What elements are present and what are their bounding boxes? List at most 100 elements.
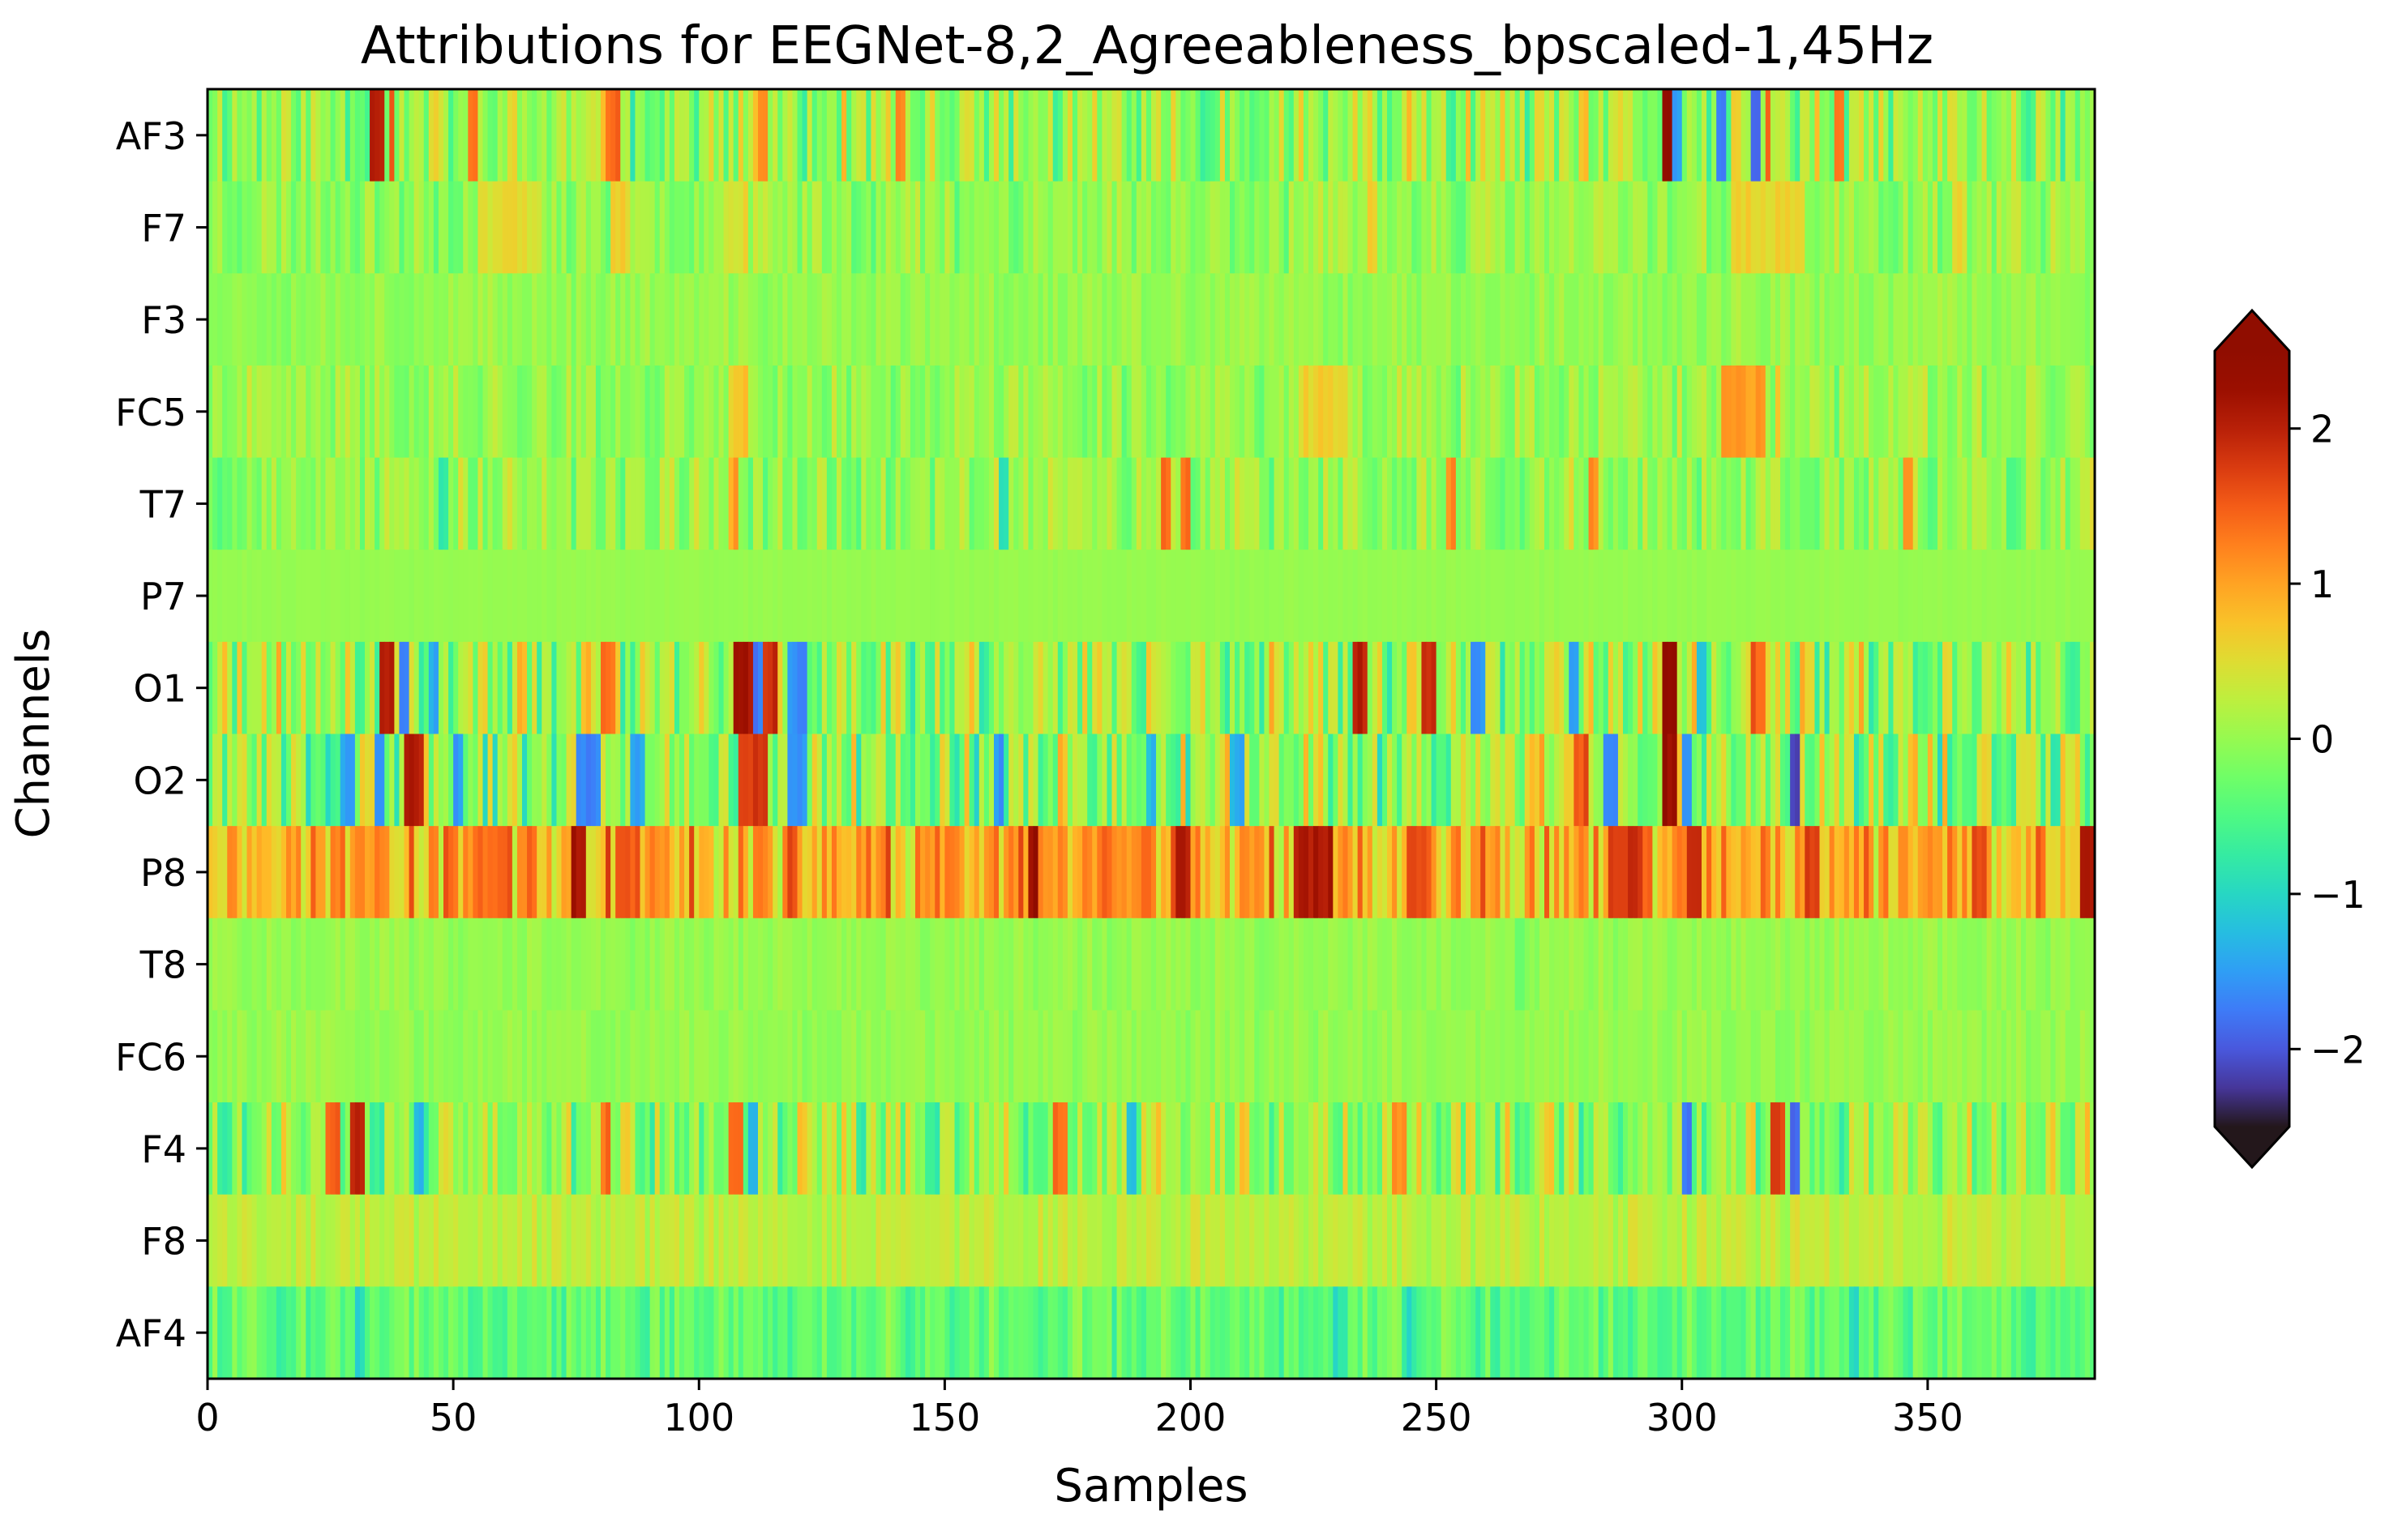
heatmap-cell — [1367, 1010, 1373, 1103]
heatmap-cell — [684, 641, 690, 735]
heatmap-cell — [370, 734, 375, 827]
heatmap-cell — [1377, 365, 1383, 459]
heatmap-cell — [1175, 734, 1181, 827]
heatmap-cell — [1790, 918, 1796, 1012]
heatmap-cell — [1200, 181, 1206, 274]
heatmap-cell — [1623, 365, 1629, 459]
heatmap-cell — [1357, 1194, 1364, 1287]
heatmap-cell — [1082, 181, 1088, 274]
heatmap-cell — [940, 641, 945, 735]
heatmap-cell — [920, 1194, 926, 1287]
heatmap-cell — [1667, 1010, 1673, 1103]
heatmap-cell — [920, 181, 926, 274]
heatmap-cell — [1770, 1102, 1776, 1196]
heatmap-cell — [1445, 918, 1452, 1012]
heatmap-cell — [1126, 1102, 1132, 1196]
heatmap-cell — [522, 826, 528, 919]
heatmap-cell — [679, 457, 685, 550]
heatmap-cell — [1047, 641, 1054, 735]
heatmap-cell — [2040, 734, 2046, 827]
heatmap-cell — [1937, 550, 1943, 643]
heatmap-cell — [1426, 181, 1432, 274]
heatmap-cell — [1043, 457, 1049, 550]
heatmap-cell — [1342, 918, 1349, 1012]
heatmap-cell — [1775, 918, 1781, 1012]
heatmap-cell — [2055, 457, 2062, 550]
heatmap-cell — [1878, 1102, 1884, 1196]
heatmap-cell — [1780, 89, 1786, 182]
heatmap-cell — [1082, 1010, 1088, 1103]
heatmap-cell — [1795, 365, 1800, 459]
heatmap-cell — [1706, 1194, 1712, 1287]
heatmap-cell — [1264, 273, 1270, 366]
heatmap-cell — [2055, 550, 2062, 643]
heatmap-cell — [1888, 1010, 1895, 1103]
heatmap-cell — [802, 365, 808, 459]
heatmap-cell — [1588, 641, 1595, 735]
heatmap-cell — [522, 1102, 528, 1196]
heatmap-cell — [477, 89, 484, 182]
heatmap-cell — [320, 826, 327, 919]
heatmap-cell — [1750, 1194, 1757, 1287]
heatmap-cell — [1716, 365, 1722, 459]
heatmap-cell — [585, 641, 592, 735]
heatmap-cell — [2050, 826, 2057, 919]
heatmap-cell — [379, 365, 385, 459]
heatmap-cell — [1357, 826, 1364, 919]
heatmap-cell — [723, 457, 730, 550]
heatmap-cell — [1996, 550, 2002, 643]
heatmap-cell — [556, 550, 563, 643]
heatmap-cell — [1824, 1102, 1830, 1196]
heatmap-cell — [718, 550, 725, 643]
heatmap-cell — [1853, 826, 1860, 919]
heatmap-cell — [1672, 365, 1678, 459]
heatmap-cell — [1780, 457, 1786, 550]
heatmap-cell — [1397, 365, 1402, 459]
heatmap-cell — [709, 550, 715, 643]
heatmap-cell — [276, 365, 282, 459]
heatmap-cell — [502, 1010, 508, 1103]
heatmap-cell — [1377, 550, 1383, 643]
heatmap-cell — [1038, 273, 1044, 366]
heatmap-cell — [1676, 1102, 1683, 1196]
heatmap-cell — [1151, 1010, 1157, 1103]
heatmap-cell — [601, 1194, 606, 1287]
heatmap-cell — [988, 826, 995, 919]
heatmap-cell — [1244, 273, 1250, 366]
heatmap-cell — [1549, 365, 1555, 459]
heatmap-cell — [1736, 365, 1742, 459]
heatmap-cell — [1397, 641, 1402, 735]
heatmap-cell — [370, 457, 375, 550]
heatmap-cell — [1230, 1102, 1235, 1196]
heatmap-cell — [1313, 457, 1319, 550]
heatmap-cell — [635, 826, 641, 919]
heatmap-cell — [709, 1102, 715, 1196]
heatmap-cell — [477, 1194, 484, 1287]
heatmap-cell — [325, 89, 332, 182]
heatmap-cell — [1136, 457, 1142, 550]
heatmap-cell — [1254, 273, 1260, 366]
heatmap-cell — [949, 365, 956, 459]
heatmap-cell — [1067, 918, 1073, 1012]
heatmap-cell — [394, 365, 400, 459]
heatmap-cell — [944, 641, 951, 735]
heatmap-cell — [738, 181, 744, 274]
heatmap-cell — [1853, 1102, 1860, 1196]
heatmap-cell — [2065, 1010, 2071, 1103]
heatmap-cell — [1907, 826, 1914, 919]
heatmap-cell — [1676, 641, 1683, 735]
heatmap-cell — [561, 181, 567, 274]
heatmap-cell — [413, 1102, 420, 1196]
heatmap-cell — [601, 826, 606, 919]
heatmap-cell — [1790, 457, 1796, 550]
heatmap-cell — [1259, 1010, 1265, 1103]
heatmap-cell — [1185, 1194, 1192, 1287]
heatmap-cell — [1691, 365, 1698, 459]
heatmap-cell — [1214, 826, 1221, 919]
heatmap-cell — [606, 1194, 611, 1287]
heatmap-cell — [428, 1102, 435, 1196]
heatmap-cell — [365, 734, 370, 827]
heatmap-cell — [699, 181, 704, 274]
heatmap-cell — [1996, 457, 2002, 550]
heatmap-cell — [1116, 89, 1123, 182]
